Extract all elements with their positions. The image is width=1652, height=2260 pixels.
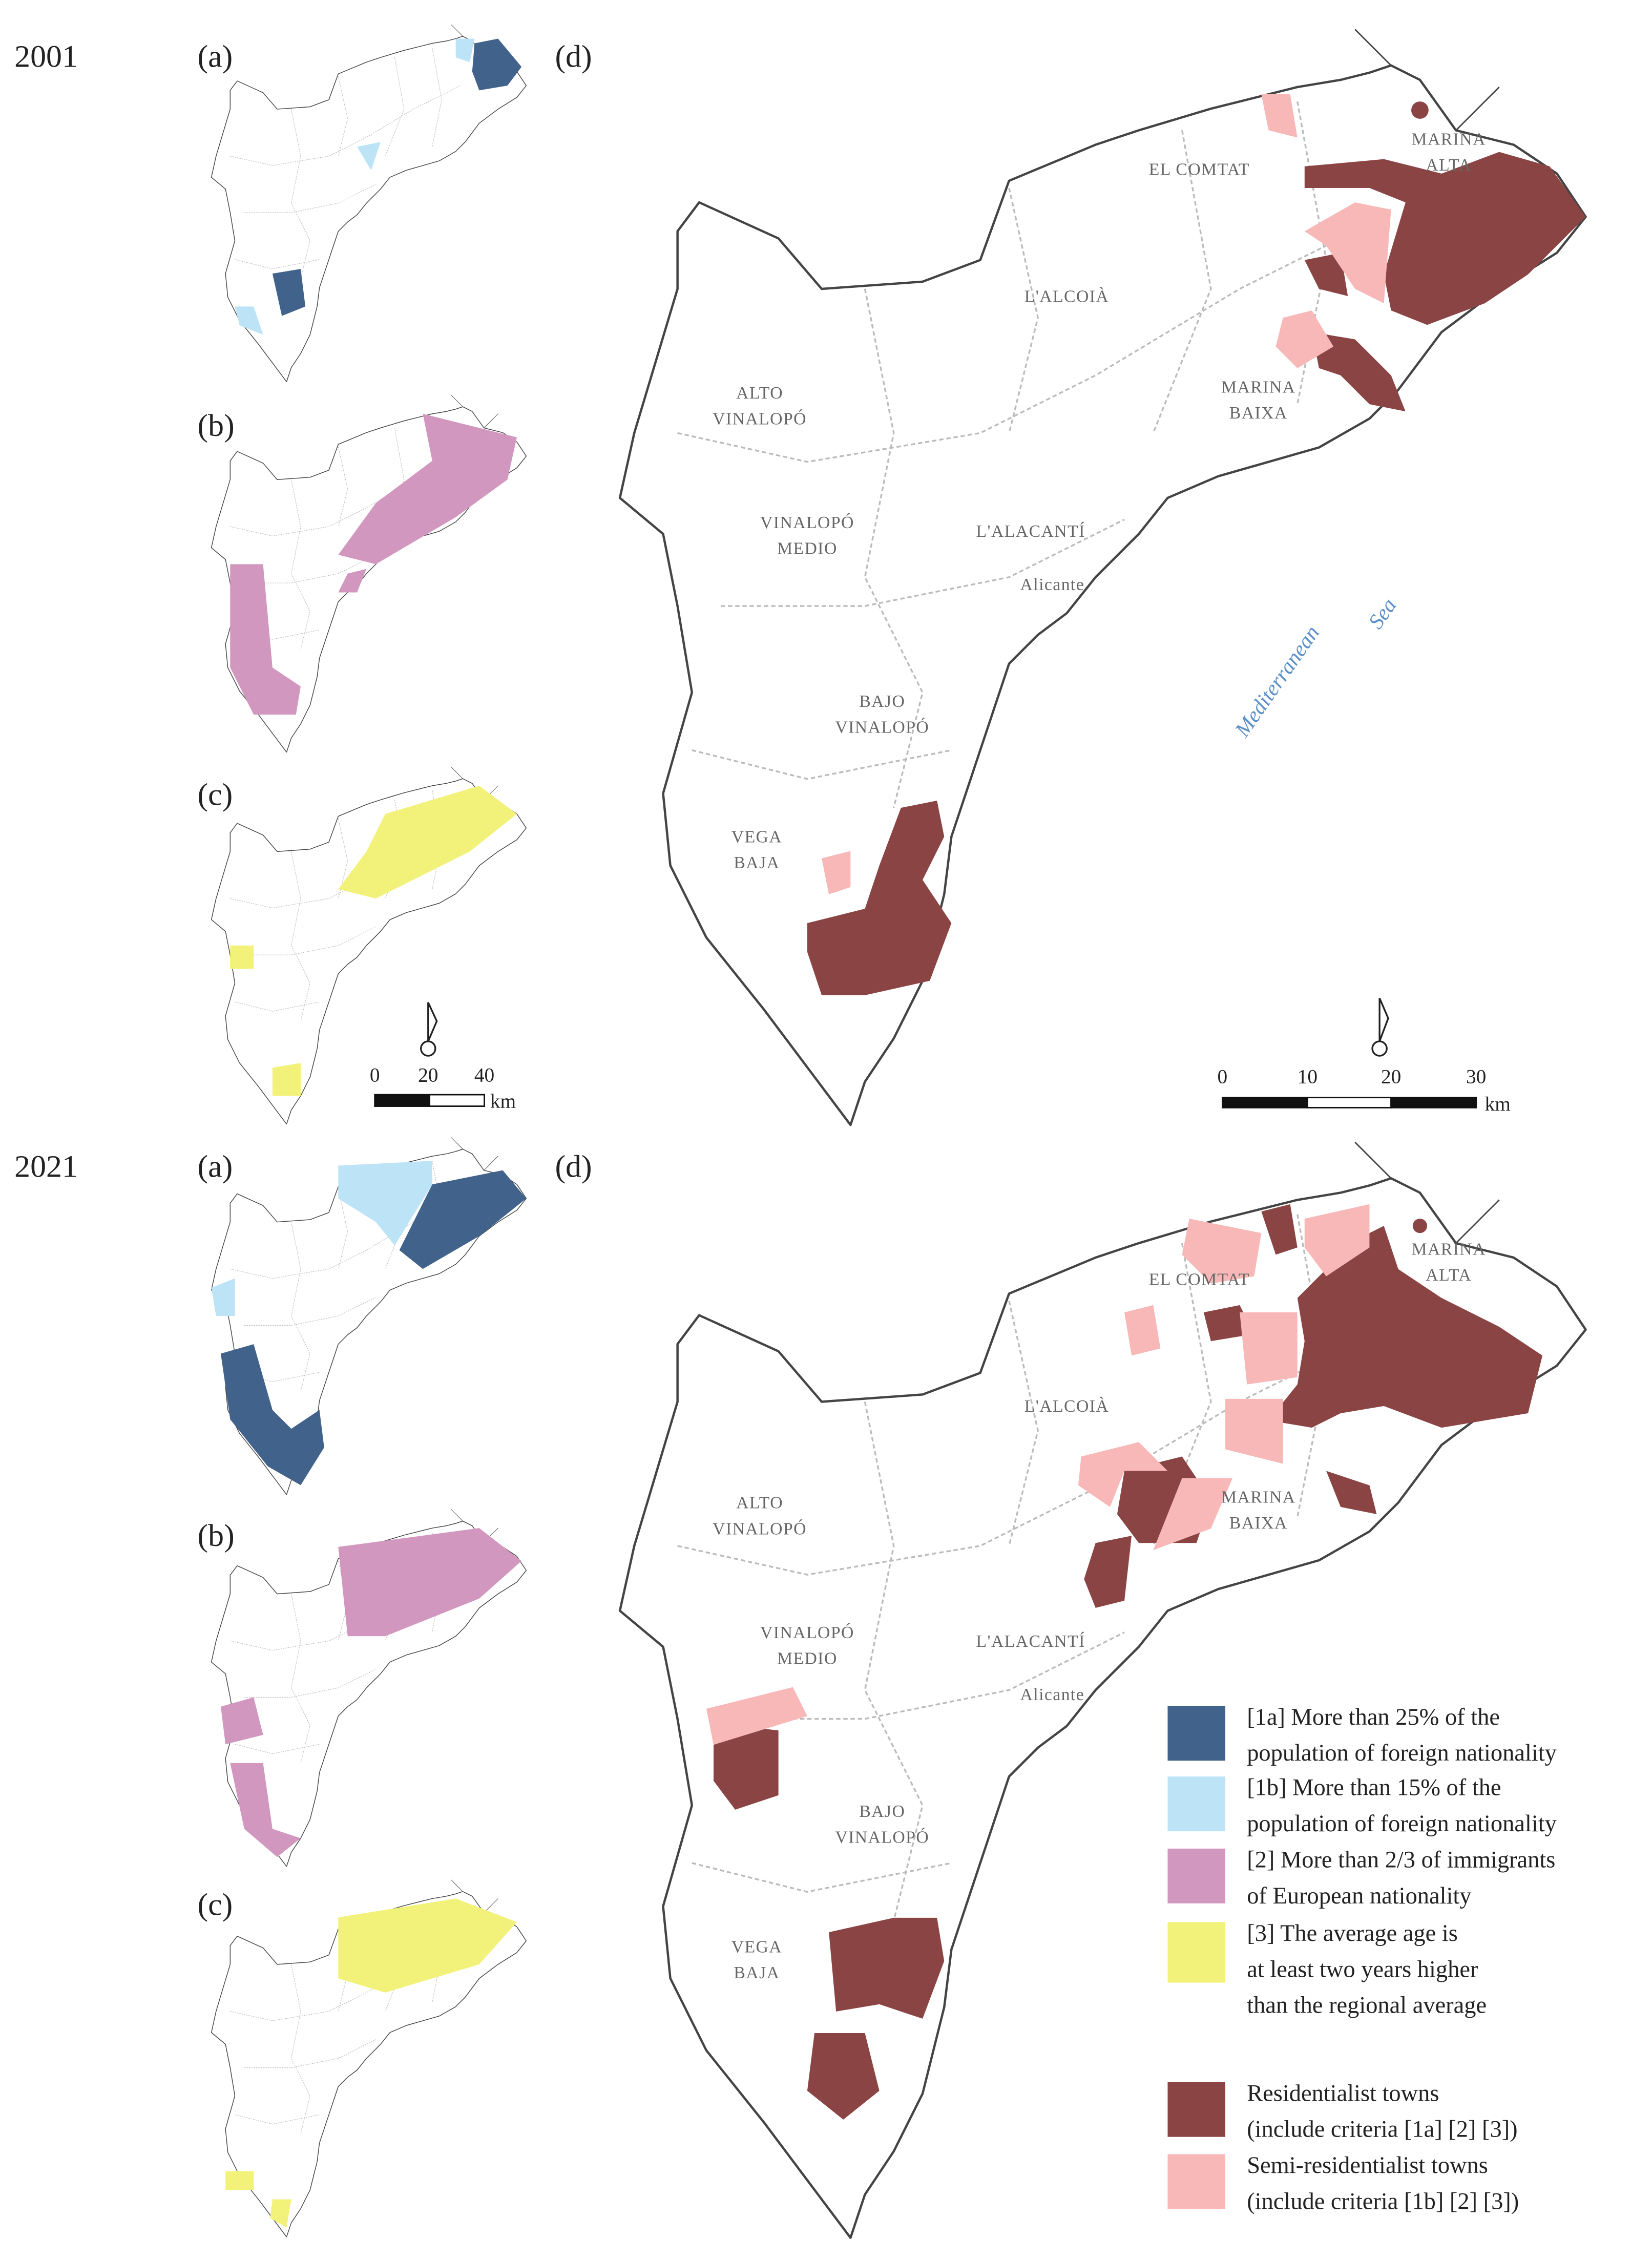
region-label: EL COMTAT	[1149, 160, 1250, 179]
legend-text: of European nationality	[1247, 1883, 1472, 1909]
panel-label: (a)	[198, 39, 233, 74]
legend-text: [1a] More than 25% of the	[1247, 1704, 1500, 1730]
map-2021-c	[211, 1879, 527, 2237]
region-label: Alicante	[1020, 575, 1085, 594]
region-label: ALTO	[736, 384, 783, 403]
legend-swatch	[1167, 2082, 1226, 2137]
region-label: ALTA	[1426, 1266, 1472, 1285]
map-2021-d	[620, 1142, 1585, 2238]
scale-label: 20	[418, 1064, 438, 1086]
scale-label: 30	[1466, 1065, 1486, 1088]
year-label: 2001	[14, 39, 78, 74]
scale-bar	[374, 1094, 1477, 1108]
region-label: ALTA	[1426, 156, 1472, 175]
legend-text: [3] The average age is	[1247, 1920, 1458, 1947]
legend-text: population of foreign nationality	[1247, 1811, 1557, 1837]
region-label: L'ALACANTÍ	[976, 1632, 1085, 1651]
scale-label: 0	[1218, 1065, 1228, 1088]
region-label: MARINA	[1412, 130, 1486, 149]
region-label: BAJA	[734, 853, 780, 872]
region-label: L'ALACANTÍ	[976, 522, 1085, 541]
legend-text: (include criteria [1a] [2] [3])	[1247, 2117, 1517, 2143]
sea-label: Mediterranean	[1230, 621, 1324, 742]
panel-label: (c)	[198, 1887, 233, 1922]
legend-text: than the regional average	[1247, 1993, 1487, 2019]
labels: 2001 (a) (b) (c) (d) EL COMTAT MARINA ALTA L'ALC…	[14, 39, 1557, 2215]
region-label: EL COMTAT	[1149, 1270, 1250, 1289]
region-label: VEGA	[731, 1937, 782, 1956]
region-label: VEGA	[731, 828, 782, 847]
region-label: L'ALCOIÀ	[1024, 1397, 1109, 1416]
panel-label: (b)	[198, 408, 235, 443]
legend-text: population of foreign nationality	[1247, 1740, 1557, 1766]
region-label: VINALOPÓ	[713, 409, 807, 428]
legend-text: [1b] More than 15% of the	[1247, 1775, 1501, 1801]
region-label: VINALOPÓ	[713, 1519, 807, 1538]
legend-text: Semi-residentialist towns	[1247, 2152, 1488, 2179]
region-label: BAJO	[859, 692, 905, 711]
region-label: MEDIO	[777, 1649, 838, 1668]
region-label: BAIXA	[1229, 404, 1288, 423]
panel-label: (a)	[198, 1149, 233, 1184]
scale-label: 10	[1298, 1065, 1318, 1088]
legend-text: (include criteria [1b] [2] [3])	[1247, 2188, 1519, 2214]
scale-label: 40	[474, 1064, 494, 1086]
panel-label: (d)	[555, 39, 592, 74]
legend-swatch	[1167, 1776, 1226, 1832]
panel-label: (d)	[555, 1149, 592, 1184]
region-label: VINALOPÓ	[760, 1623, 854, 1642]
region-label: BAJA	[734, 1963, 780, 1982]
map-2021-b	[211, 1509, 527, 1867]
region-label: MEDIO	[777, 539, 838, 558]
scale-unit: km	[490, 1090, 516, 1112]
scale-unit: km	[1485, 1093, 1511, 1115]
region-label: BAJO	[859, 1802, 905, 1821]
legend-text: [2] More than 2/3 of immigrants	[1247, 1847, 1555, 1873]
panel-label: (c)	[198, 777, 233, 812]
region-label: ALTO	[736, 1494, 783, 1513]
region-label: MARINA	[1221, 1488, 1295, 1506]
legend-swatch	[1167, 2154, 1226, 2209]
scale-label: 0	[370, 1064, 380, 1086]
region-label: MARINA	[1221, 378, 1295, 397]
year-label: 2021	[14, 1149, 78, 1184]
sea-label: Sea	[1364, 594, 1401, 633]
map-2001-a	[211, 24, 527, 382]
region-label: Alicante	[1020, 1685, 1085, 1704]
region-label: VINALOPÓ	[835, 1828, 929, 1847]
region-label: BAIXA	[1229, 1514, 1288, 1533]
north-arrow	[420, 997, 1389, 1057]
legend-text: Residentialist towns	[1247, 2080, 1439, 2106]
legend-swatch	[1167, 1706, 1226, 1761]
legend-swatch	[1167, 1922, 1226, 1983]
map-2001-b	[211, 394, 527, 753]
scale-label: 20	[1381, 1065, 1401, 1088]
legend-swatch	[1167, 1848, 1226, 1903]
panel-label: (b)	[198, 1518, 235, 1553]
legend-text: at least two years higher	[1247, 1956, 1478, 1982]
region-label: MARINA	[1412, 1240, 1486, 1259]
region-label: L'ALCOIÀ	[1024, 287, 1109, 306]
map-2021-a	[211, 1137, 527, 1495]
map-2001-d	[620, 29, 1585, 1125]
region-label: VINALOPÓ	[760, 513, 854, 532]
region-label: VINALOPÓ	[835, 718, 929, 737]
